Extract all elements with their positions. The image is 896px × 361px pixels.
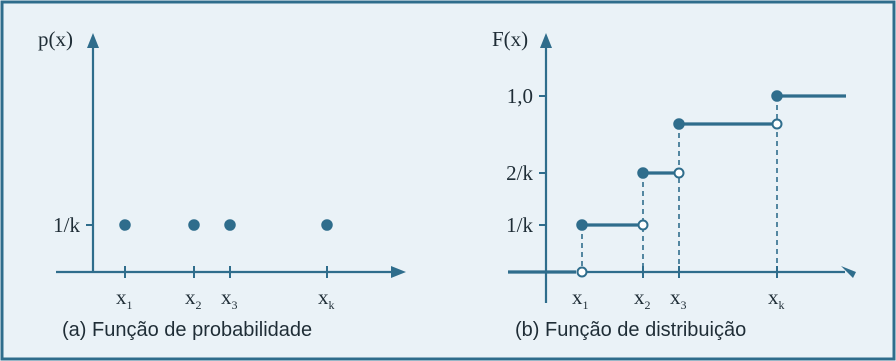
panel-a: 1/k p(x) x1 x2 x3 xk (a) Função de proba…: [38, 27, 406, 341]
panel-b-x-tick-label: x3: [670, 285, 687, 312]
panel-b-y-axis-label: F(x): [492, 27, 528, 51]
probability-point: [119, 219, 131, 231]
cdf-closed-point: [771, 90, 783, 102]
cdf-open-point: [576, 266, 588, 278]
panel-a-x-tick-label: x3: [221, 285, 238, 312]
panel-a-x-tick-label: xk: [318, 285, 335, 312]
panel-b-caption: (b) Função de distribuição: [515, 319, 746, 341]
panel-b-y-tick-label: 1,0: [507, 84, 533, 108]
probability-point: [188, 219, 200, 231]
panel-a-y-axis-arrow-icon: [87, 33, 99, 48]
panel-a-x-axis-arrow-icon: [391, 266, 406, 278]
panel-b-x-tick-label: xk: [768, 285, 785, 312]
panel-b-y-axis-arrow-icon: [540, 33, 552, 48]
panel-b-x-tick-label: x1: [572, 285, 589, 312]
cdf-closed-point: [673, 118, 685, 130]
cdf-open-point: [637, 219, 649, 231]
panel-a-y-axis-label: p(x): [38, 27, 73, 51]
cdf-closed-point: [637, 167, 649, 179]
panel-b-x-axis-arrow-icon: [841, 266, 856, 278]
cdf-open-point: [771, 118, 783, 130]
panel-b-y-tick-label: 2/k: [506, 161, 533, 185]
panel-a-x-tick-label: x1: [116, 285, 133, 312]
panel-a-y-tick-label: 1/k: [53, 213, 80, 237]
panel-b-x-tick-label: x2: [634, 285, 651, 312]
panel-a-caption: (a) Função de probabilidade: [62, 319, 312, 341]
probability-point: [321, 219, 333, 231]
panel-b: 1/k 2/k 1,0 F(x) x1 x2 x3 xk: [492, 27, 856, 341]
panel-b-y-tick-label: 1/k: [506, 213, 533, 237]
cdf-closed-point: [576, 219, 588, 231]
probability-point: [224, 219, 236, 231]
panel-a-x-tick-label: x2: [185, 285, 202, 312]
cdf-open-point: [673, 167, 685, 179]
